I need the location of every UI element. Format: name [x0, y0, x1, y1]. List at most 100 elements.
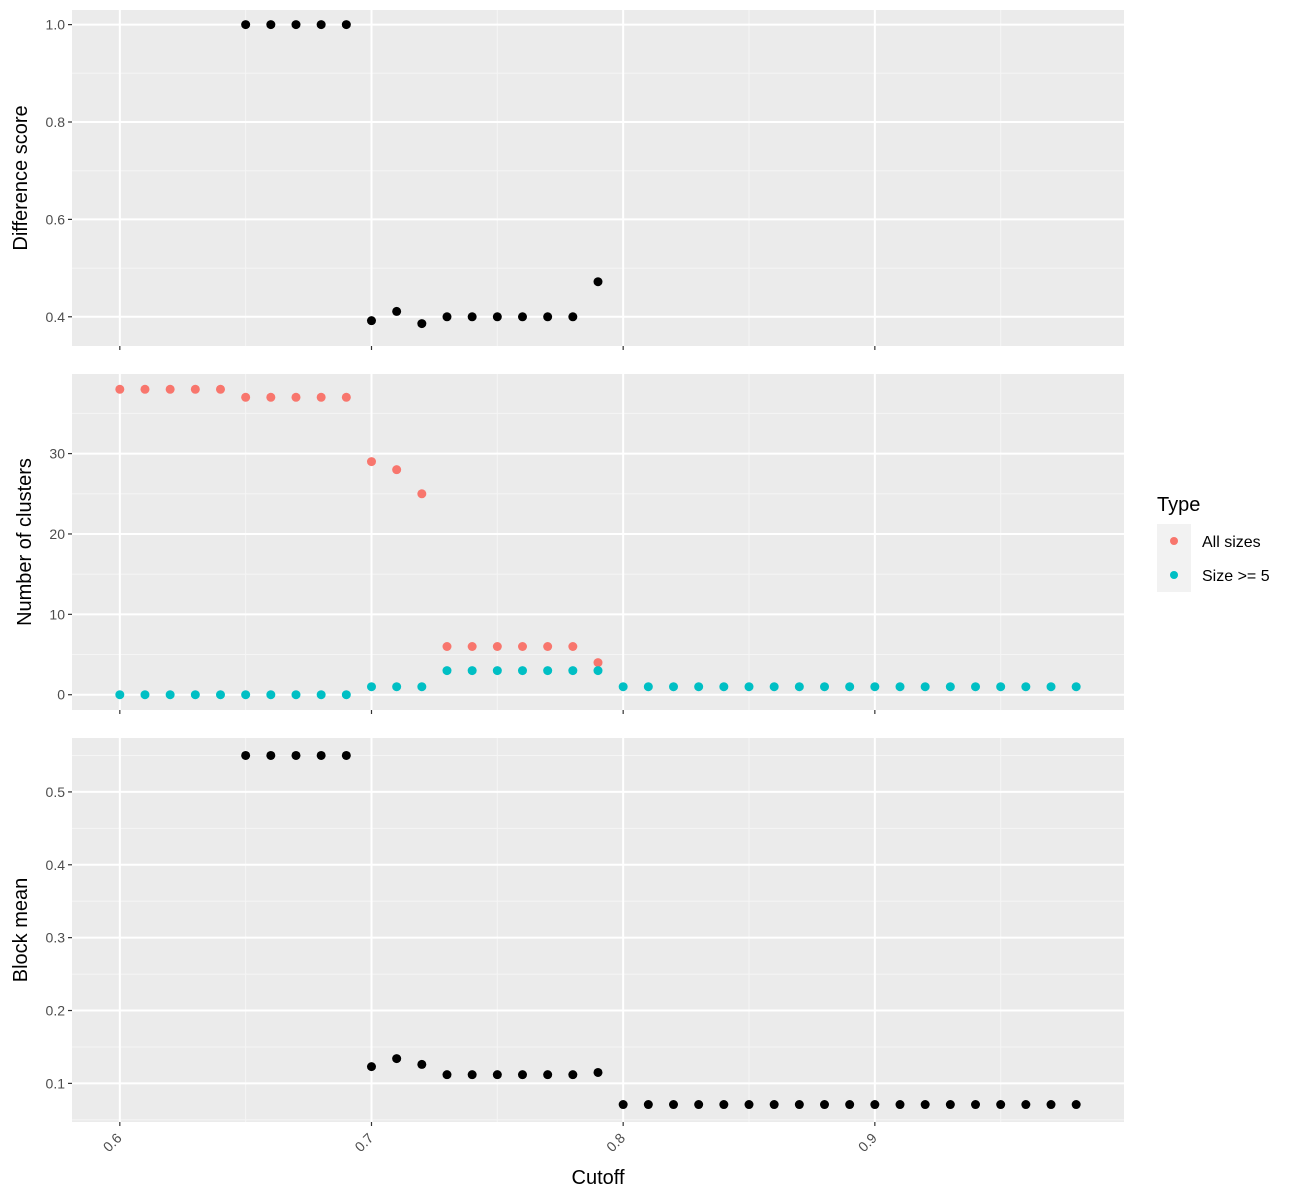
point-bottom-s0-17 — [669, 1100, 679, 1110]
point-middle-s0-1 — [140, 384, 150, 394]
point-top-s0-10 — [492, 312, 502, 322]
legend-label-size-ge-5: Size >= 5 — [1202, 568, 1270, 585]
point-bottom-s0-30 — [996, 1100, 1006, 1110]
point-middle-s1-4 — [215, 690, 225, 700]
point-middle-s1-17 — [543, 666, 553, 676]
point-middle-s1-0 — [115, 690, 125, 700]
point-bottom-s0-18 — [694, 1100, 704, 1110]
point-top-s0-7 — [417, 319, 427, 329]
point-middle-s1-11 — [392, 682, 402, 692]
point-middle-s1-24 — [719, 682, 729, 692]
point-middle-s1-21 — [643, 682, 653, 692]
point-bottom-s0-1 — [266, 750, 276, 760]
y-tick-label-top-2: 0.8 — [46, 114, 66, 130]
point-bottom-s0-8 — [442, 1070, 452, 1080]
point-top-s0-12 — [543, 312, 553, 322]
point-middle-s0-10 — [366, 457, 376, 467]
point-top-s0-3 — [316, 20, 326, 30]
point-bottom-s0-3 — [316, 750, 326, 760]
y-tick-label-middle-2: 20 — [49, 526, 65, 542]
point-middle-s0-8 — [316, 392, 326, 402]
panel-bottom-points — [241, 750, 1081, 1110]
panel-top-points — [241, 20, 603, 329]
point-bottom-s0-16 — [643, 1100, 653, 1110]
point-bottom-s0-29 — [971, 1100, 981, 1110]
point-bottom-s0-0 — [241, 750, 251, 760]
panel-bottom-gridlines — [72, 738, 1124, 1122]
point-bottom-s0-4 — [341, 750, 351, 760]
point-middle-s1-30 — [870, 682, 880, 692]
point-bottom-s0-24 — [845, 1100, 855, 1110]
point-top-s0-6 — [392, 306, 402, 316]
point-bottom-s0-9 — [467, 1070, 477, 1080]
point-bottom-s0-2 — [291, 750, 301, 760]
point-top-s0-11 — [517, 312, 527, 322]
y-tick-label-bottom-4: 0.5 — [46, 784, 66, 800]
panel-top: 0.4 0.6 0.8 1.0 Difference score — [10, 10, 1124, 346]
point-bottom-s0-27 — [920, 1100, 930, 1110]
y-tick-label-bottom-2: 0.3 — [46, 930, 66, 946]
point-middle-s1-32 — [920, 682, 930, 692]
point-middle-s1-18 — [568, 666, 578, 676]
y-tick-label-top-3: 1.0 — [46, 17, 66, 33]
point-bottom-s0-15 — [618, 1100, 628, 1110]
point-middle-s1-27 — [794, 682, 804, 692]
point-middle-s1-1 — [140, 690, 150, 700]
panel-middle-y-axis-title: Number of clusters — [14, 458, 36, 626]
x-tick-label-2: 0.8 — [603, 1130, 628, 1155]
point-middle-s1-22 — [669, 682, 679, 692]
x-tick-label-1: 0.7 — [351, 1130, 376, 1155]
point-top-s0-5 — [366, 316, 376, 326]
point-bottom-s0-12 — [543, 1070, 553, 1080]
point-middle-s1-2 — [165, 690, 175, 700]
point-bottom-s0-33 — [1071, 1100, 1081, 1110]
legend-title: Type — [1157, 494, 1200, 516]
y-tick-label-middle-1: 10 — [49, 606, 65, 622]
point-bottom-s0-23 — [820, 1100, 830, 1110]
y-tick-label-bottom-0: 0.1 — [46, 1075, 66, 1091]
point-top-s0-0 — [241, 20, 251, 30]
point-bottom-s0-22 — [794, 1100, 804, 1110]
point-bottom-s0-32 — [1046, 1100, 1056, 1110]
point-middle-s0-9 — [341, 392, 351, 402]
point-middle-s0-18 — [568, 641, 578, 651]
point-middle-s0-17 — [543, 641, 553, 651]
point-bottom-s0-13 — [568, 1070, 578, 1080]
point-middle-s1-29 — [845, 682, 855, 692]
point-bottom-s0-25 — [870, 1100, 880, 1110]
point-bottom-s0-31 — [1021, 1100, 1031, 1110]
point-middle-s1-26 — [769, 682, 779, 692]
point-bottom-s0-5 — [366, 1062, 376, 1072]
panel-bottom-background — [72, 738, 1124, 1122]
point-middle-s1-34 — [971, 682, 981, 692]
point-top-s0-8 — [442, 312, 452, 322]
point-top-s0-13 — [568, 312, 578, 322]
panel-middle-gridlines — [72, 374, 1124, 710]
point-top-s0-9 — [467, 312, 477, 322]
panel-middle: 0 10 20 30 Number of clusters — [14, 374, 1124, 710]
point-middle-s1-7 — [291, 690, 301, 700]
point-middle-s0-16 — [517, 641, 527, 651]
point-middle-s0-4 — [215, 384, 225, 394]
legend: Type All sizes Size >= 5 — [1157, 494, 1270, 592]
point-bottom-s0-7 — [417, 1059, 427, 1069]
point-middle-s1-12 — [417, 682, 427, 692]
point-middle-s0-13 — [442, 641, 452, 651]
point-middle-s1-35 — [996, 682, 1006, 692]
point-bottom-s0-6 — [392, 1054, 402, 1064]
point-bottom-s0-26 — [895, 1100, 905, 1110]
point-middle-s1-13 — [442, 666, 452, 676]
point-middle-s0-7 — [291, 392, 301, 402]
point-middle-s1-25 — [744, 682, 754, 692]
point-bottom-s0-20 — [744, 1100, 754, 1110]
panel-top-background — [72, 10, 1124, 346]
x-tick-label-0: 0.6 — [100, 1130, 125, 1155]
point-middle-s0-15 — [492, 641, 502, 651]
point-middle-s1-15 — [492, 666, 502, 676]
point-top-s0-1 — [266, 20, 276, 30]
point-middle-s0-2 — [165, 384, 175, 394]
panel-top-y-axis: 0.4 0.6 0.8 1.0 — [46, 17, 72, 325]
y-tick-label-bottom-3: 0.4 — [46, 857, 66, 873]
point-middle-s1-19 — [593, 666, 603, 676]
